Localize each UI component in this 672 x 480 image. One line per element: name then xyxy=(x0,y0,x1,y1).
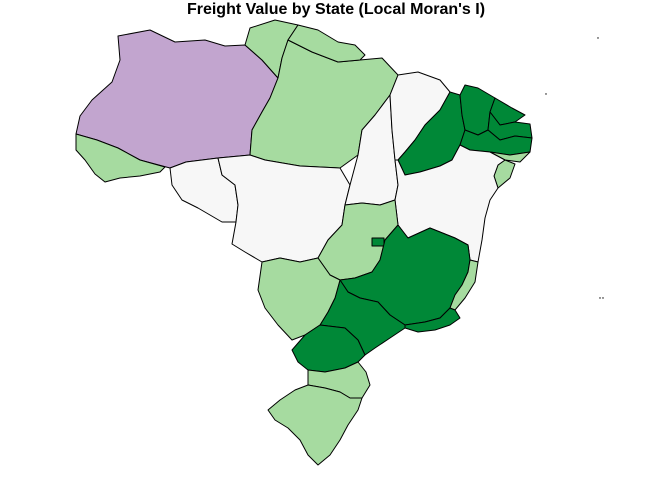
state-acre xyxy=(75,133,166,183)
islet-marker xyxy=(602,297,604,299)
islet-marker xyxy=(599,297,601,299)
state-amapa xyxy=(287,24,366,63)
islet-marker xyxy=(597,37,599,39)
islet-marker xyxy=(545,93,547,95)
state-mato-grosso-do-sul xyxy=(257,257,341,341)
map-title: Freight Value by State (Local Moran's I) xyxy=(186,1,486,18)
state-distrito-federal xyxy=(371,237,385,247)
state-rio-grande-do-sul xyxy=(267,384,363,466)
